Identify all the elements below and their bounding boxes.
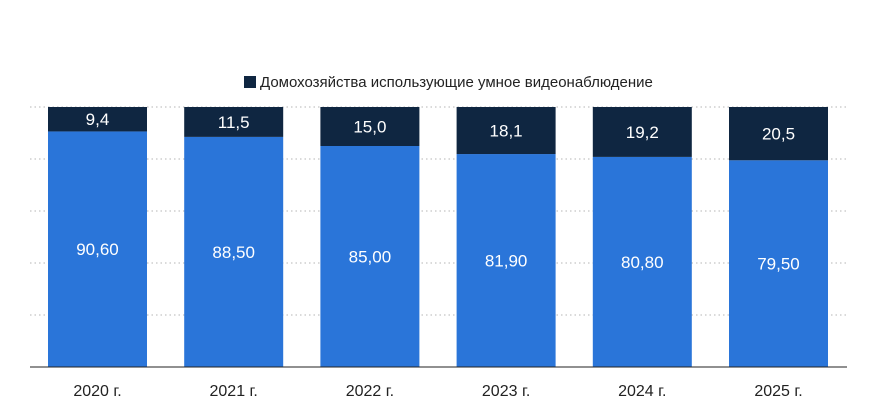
bar-segment-s1-0	[48, 107, 147, 132]
data-label-s1-0: 9,4	[86, 110, 110, 129]
x-tick-label-5: 2025 г.	[754, 383, 802, 400]
legend-swatch	[244, 76, 256, 88]
bar-segment-s1-1	[184, 107, 284, 137]
bar-segment-s0-0	[48, 131, 147, 367]
bar-segment-s0-1	[184, 136, 284, 367]
data-label-s1-5: 20,5	[762, 125, 795, 144]
data-label-s0-1: 88,50	[212, 243, 255, 262]
bar-segment-s0-3	[456, 154, 556, 367]
data-label-s0-3: 81,90	[485, 252, 528, 271]
data-label-s0-5: 79,50	[757, 255, 800, 274]
bar-segment-s0-5	[729, 160, 828, 367]
bar-segment-s0-4	[592, 156, 692, 367]
data-label-s0-2: 85,00	[349, 248, 392, 267]
legend: Домохозяйства использующие умное видеона…	[244, 74, 653, 91]
x-tick-labels: 2020 г. 2021 г. 2022 г. 2023 г. 2024 г. 2025 …	[73, 383, 802, 400]
data-label-s1-4: 19,2	[626, 123, 659, 142]
bars-layer: 90,60 9,4 88,50 11,5 85,00 15,0 81,90 18,1 80,80…	[48, 107, 828, 367]
x-tick-label-3: 2023 г.	[482, 383, 530, 400]
data-label-s1-2: 15,0	[353, 118, 386, 137]
x-tick-label-4: 2024 г.	[618, 383, 666, 400]
gridlines	[30, 106, 847, 316]
x-tick-label-2: 2022 г.	[346, 383, 394, 400]
x-tick-label-0: 2020 г.	[73, 383, 121, 400]
bar-segment-s1-5	[729, 107, 828, 161]
bar-segment-s0-2	[320, 146, 420, 367]
legend-label: Домохозяйства использующие умное видеона…	[260, 74, 653, 91]
data-label-s0-0: 90,60	[76, 240, 119, 259]
bar-segment-s1-3	[456, 107, 556, 155]
x-tick-label-1: 2021 г.	[210, 383, 258, 400]
bar-segment-s1-2	[320, 107, 420, 146]
data-label-s0-4: 80,80	[621, 253, 664, 272]
data-label-s1-3: 18,1	[490, 122, 523, 141]
data-label-s1-1: 11,5	[218, 113, 250, 132]
bar-segment-s1-4	[592, 107, 692, 157]
